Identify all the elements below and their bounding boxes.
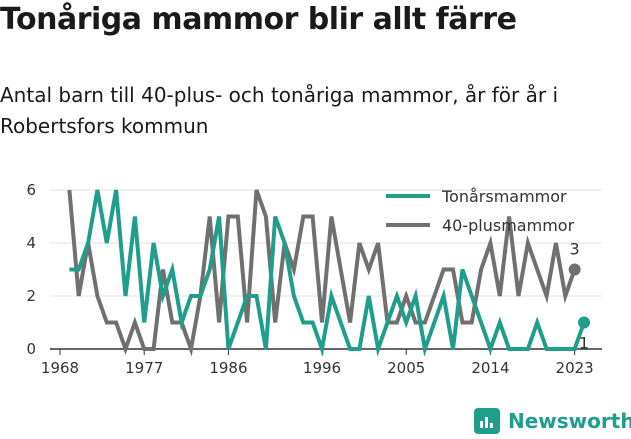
legend: Tonårsmammor 40-plusmammor bbox=[386, 187, 575, 235]
page-title: Tonåriga mammor blir allt färre bbox=[0, 2, 517, 37]
brand-name: Newsworthy bbox=[508, 409, 631, 433]
series-line bbox=[67, 189, 577, 357]
x-tick-label: 2005 bbox=[387, 359, 425, 377]
y-tick-label: 6 bbox=[26, 181, 36, 199]
x-tick-label: 2014 bbox=[471, 359, 509, 377]
end-value-label: 3 bbox=[570, 240, 580, 259]
y-tick-label: 4 bbox=[26, 234, 36, 252]
legend-label: Tonårsmammor bbox=[441, 187, 567, 206]
series-line bbox=[69, 189, 586, 357]
y-tick-label: 2 bbox=[26, 287, 36, 305]
legend-label: 40-plusmammor bbox=[442, 216, 575, 235]
series-lines bbox=[67, 189, 586, 357]
x-tick-label: 1977 bbox=[125, 359, 163, 377]
x-tick-label: 1968 bbox=[41, 359, 79, 377]
end-labels: 13 bbox=[568, 240, 590, 353]
y-tick-label: 0 bbox=[26, 340, 36, 358]
end-value-label: 1 bbox=[579, 334, 589, 353]
chart-subtitle: Antal barn till 40-plus- och tonåriga ma… bbox=[0, 83, 559, 138]
brand-logo[interactable]: Newsworthy bbox=[474, 408, 631, 434]
x-tick-label: 2023 bbox=[556, 359, 594, 377]
end-marker bbox=[578, 316, 590, 329]
x-tick-label: 1996 bbox=[303, 359, 341, 377]
x-tick-label: 1986 bbox=[209, 359, 247, 377]
axes: 0 2 4 6 1968 1977 1986 1996 2005 2014 2023 bbox=[26, 181, 602, 377]
end-marker bbox=[568, 263, 581, 276]
bar-chart-icon bbox=[474, 408, 500, 434]
